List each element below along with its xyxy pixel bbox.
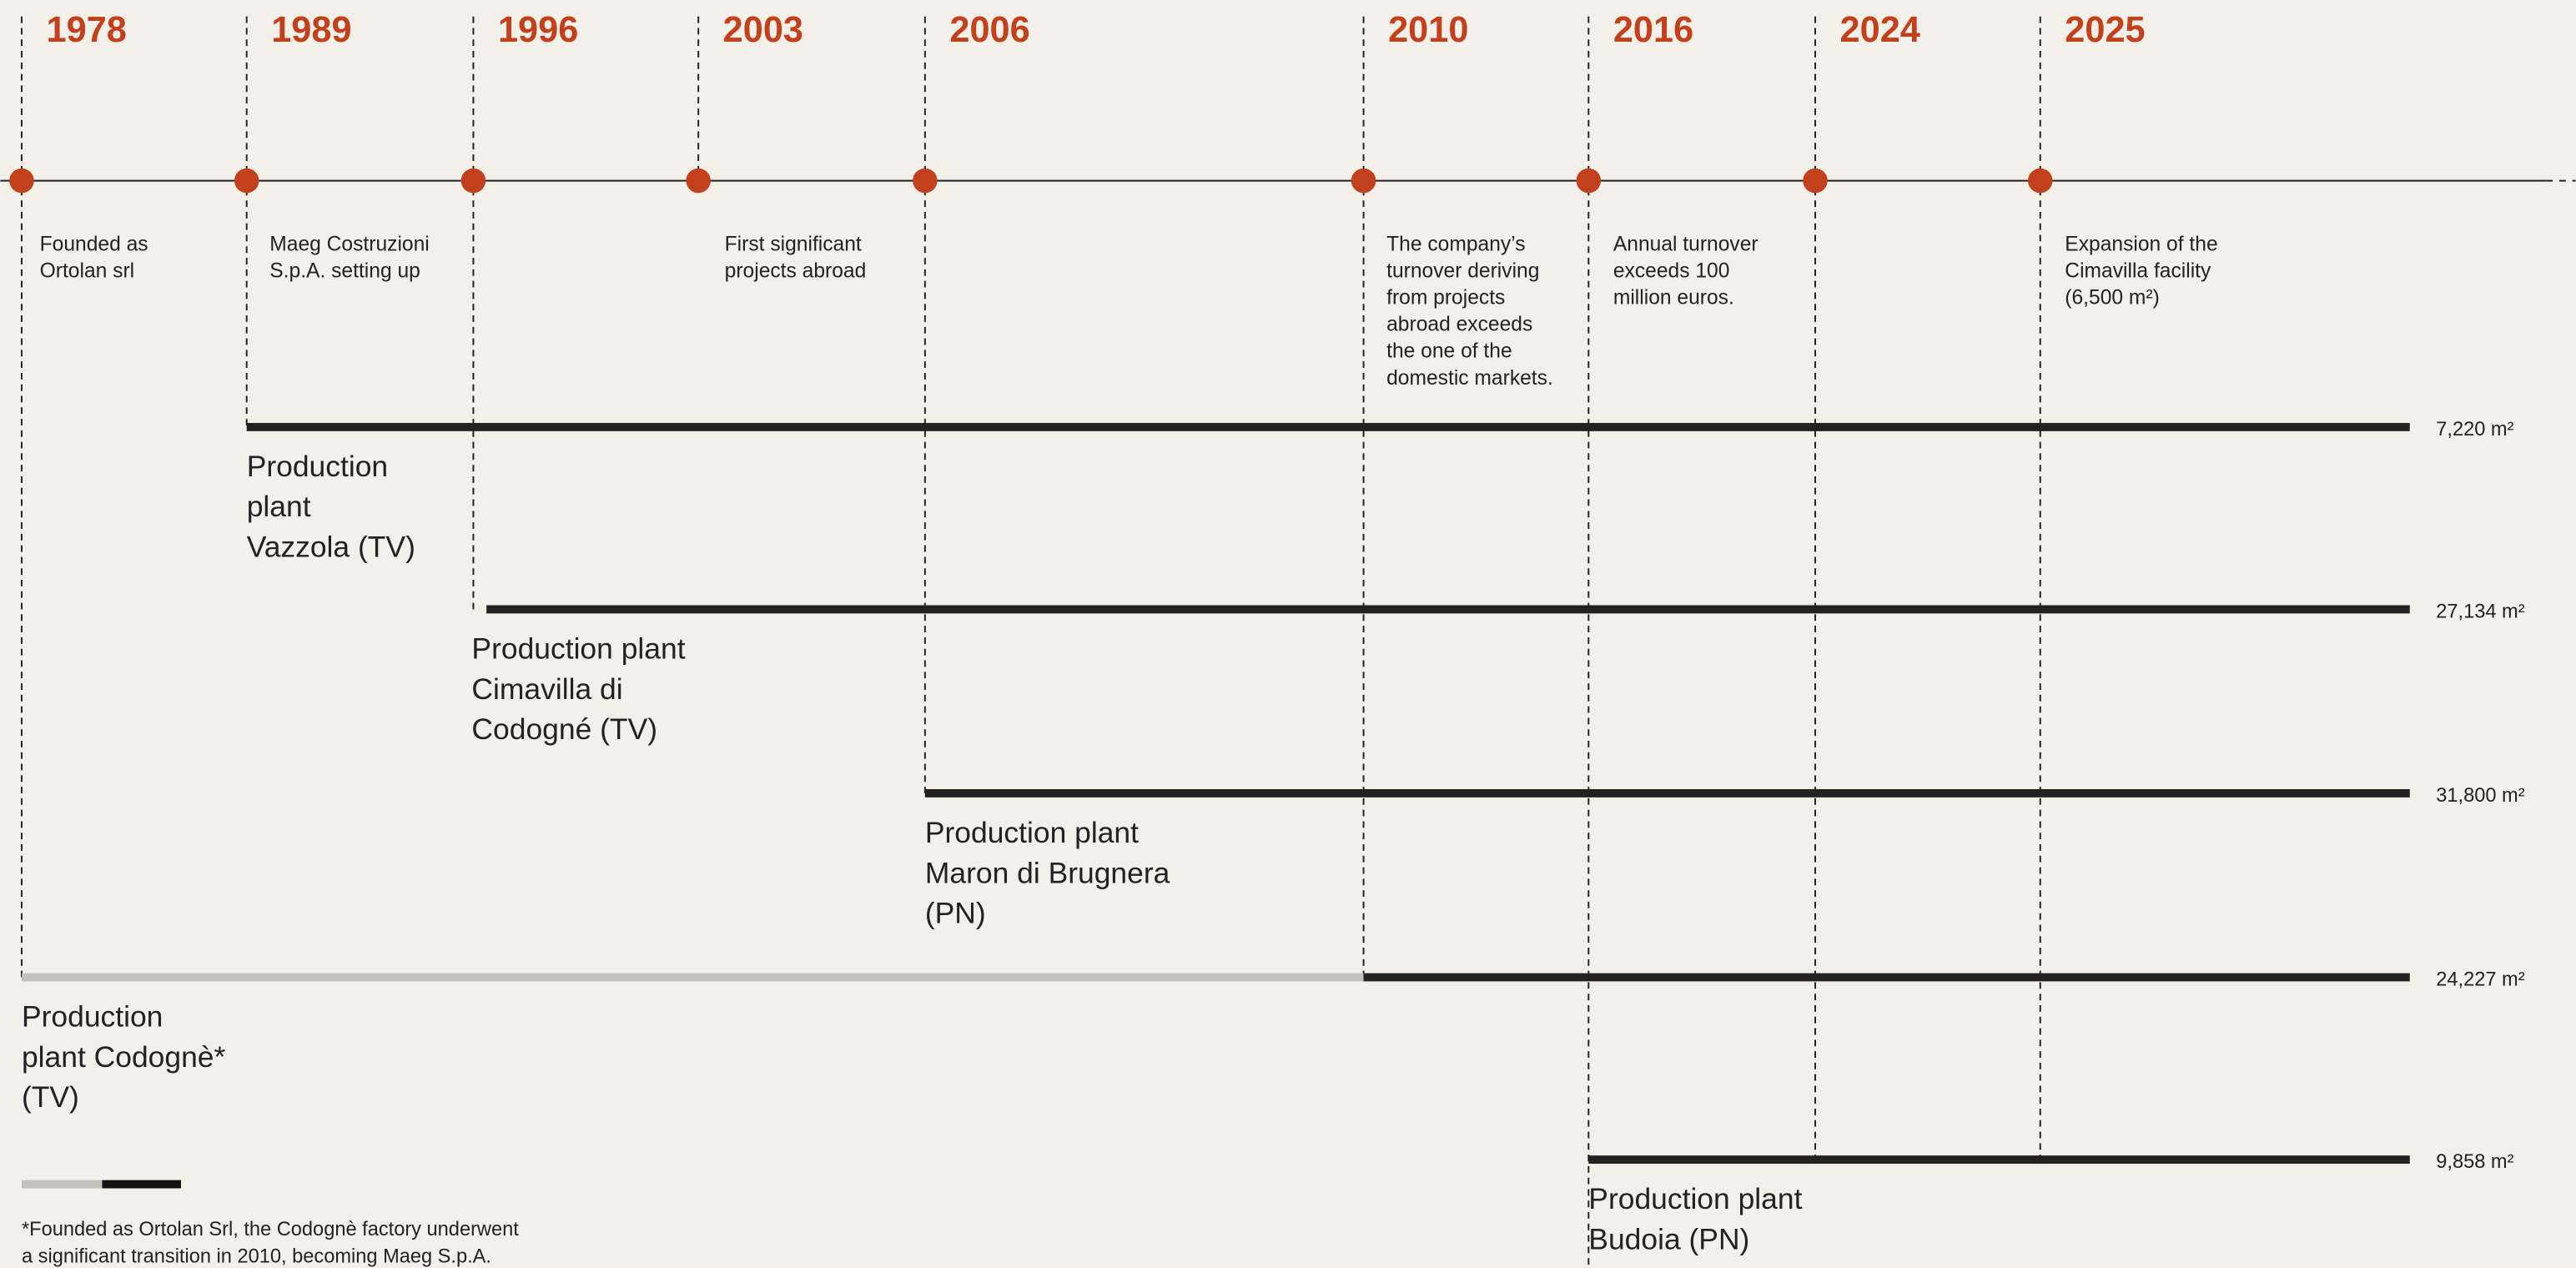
year-label: 2003 — [723, 10, 803, 50]
year-dot — [460, 168, 486, 194]
plant-area: 9,858 m² — [2436, 1151, 2513, 1173]
year-dot — [1351, 168, 1376, 194]
plant-label: Budoia (PN) — [1588, 1222, 1749, 1255]
plant-label: Codogné (TV) — [471, 712, 657, 746]
plant-label: plant Codognè* — [22, 1040, 226, 1074]
event-text: S.p.A. setting up — [269, 259, 420, 282]
event-text: Maeg Costruzioni — [269, 233, 430, 255]
year-label: 2016 — [1613, 10, 1693, 50]
footnote: *Founded as Ortolan Srl, the Codognè fac… — [22, 1219, 519, 1240]
year-dot — [9, 168, 34, 194]
event-text: million euros. — [1613, 287, 1734, 309]
event-text: (6,500 m²) — [2065, 287, 2160, 309]
year-dot — [686, 168, 711, 194]
year-dot — [2027, 168, 2053, 194]
year-label: 2006 — [949, 10, 1029, 50]
plant-label: Production — [22, 1000, 163, 1034]
event-text: The company’s — [1386, 233, 1525, 255]
plant-label: (TV) — [22, 1080, 79, 1114]
plant-area: 27,134 m² — [2436, 601, 2524, 623]
plant-label: (PN) — [925, 897, 986, 930]
plant-area: 24,227 m² — [2436, 969, 2524, 991]
year-label: 1996 — [498, 10, 578, 50]
plant-label: Cimavilla di — [471, 672, 622, 706]
plant-label: plant — [247, 490, 311, 523]
event-text: projects abroad — [725, 259, 867, 282]
year-dot — [913, 168, 938, 194]
plant-label: Vazzola (TV) — [247, 530, 415, 563]
year-label: 2025 — [2065, 10, 2145, 50]
event-text: exceeds 100 — [1613, 259, 1730, 282]
plant-area: 7,220 m² — [2436, 419, 2513, 440]
year-dot — [1576, 168, 1602, 194]
plant-label: Production plant — [1588, 1182, 1802, 1215]
year-label: 1978 — [47, 10, 127, 50]
event-text: domestic markets. — [1386, 367, 1553, 390]
year-label: 1989 — [271, 10, 351, 50]
year-dot — [234, 168, 259, 194]
event-text: turnover deriving — [1386, 259, 1539, 282]
event-text: from projects — [1386, 287, 1505, 309]
plant-label: Production plant — [925, 816, 1139, 849]
event-text: First significant — [725, 233, 862, 255]
plant-label: Production — [247, 450, 388, 483]
plant-label: Maron di Brugnera — [925, 856, 1170, 889]
event-text: Cimavilla facility — [2065, 259, 2211, 282]
footnote: a significant transition in 2010, becomi… — [22, 1245, 491, 1267]
event-text: Founded as — [40, 233, 148, 255]
event-text: the one of the — [1386, 340, 1512, 363]
year-label: 2024 — [1840, 10, 1920, 50]
plant-area: 31,800 m² — [2436, 785, 2524, 807]
event-text: Annual turnover — [1613, 233, 1758, 255]
year-dot — [1803, 168, 1828, 194]
plant-label: Production plant — [471, 632, 685, 666]
event-text: abroad exceeds — [1386, 314, 1532, 336]
event-text: Ortolan srl — [40, 259, 135, 282]
year-label: 2010 — [1388, 10, 1468, 50]
event-text: Expansion of the — [2065, 233, 2217, 255]
